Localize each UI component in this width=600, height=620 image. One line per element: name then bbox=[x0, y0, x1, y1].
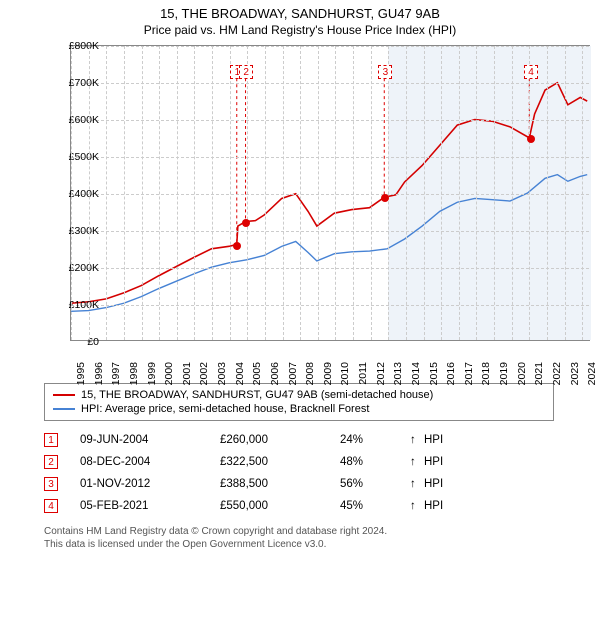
tx-badge: 1 bbox=[44, 433, 58, 447]
plot-region: £0£100K£200K£300K£400K£500K£600K£700K£80… bbox=[70, 45, 590, 341]
tx-pct: 56% bbox=[340, 478, 410, 490]
tx-hpi-label: HPI bbox=[424, 500, 443, 512]
tx-date: 08-DEC-2004 bbox=[80, 456, 220, 468]
x-axis-label: 2009 bbox=[322, 362, 334, 392]
x-axis-label: 2004 bbox=[234, 362, 246, 392]
table-row: 2 08-DEC-2004£322,50048%↑HPI bbox=[44, 451, 554, 473]
x-axis-label: 2011 bbox=[357, 362, 369, 392]
transaction-dot bbox=[381, 194, 389, 202]
x-axis-label: 2016 bbox=[445, 362, 457, 392]
x-axis-label: 2001 bbox=[181, 362, 193, 392]
x-axis-label: 1995 bbox=[75, 362, 87, 392]
x-axis-label: 2008 bbox=[304, 362, 316, 392]
footer-line: Contains HM Land Registry data © Crown c… bbox=[44, 525, 554, 538]
table-row: 1 09-JUN-2004£260,00024%↑HPI bbox=[44, 429, 554, 451]
series-line bbox=[71, 83, 587, 304]
tx-badge: 3 bbox=[44, 477, 58, 491]
tx-hpi-label: HPI bbox=[424, 478, 443, 490]
x-axis-label: 1996 bbox=[93, 362, 105, 392]
x-axis-label: 2018 bbox=[480, 362, 492, 392]
up-arrow-icon: ↑ bbox=[410, 478, 424, 490]
x-axis-label: 2024 bbox=[586, 362, 598, 392]
tx-price: £550,000 bbox=[220, 500, 340, 512]
x-axis-label: 2005 bbox=[251, 362, 263, 392]
transaction-dot bbox=[242, 219, 250, 227]
tx-pct: 45% bbox=[340, 500, 410, 512]
transaction-marker: 2 bbox=[239, 65, 253, 79]
tx-hpi-label: HPI bbox=[424, 434, 443, 446]
x-axis-label: 2017 bbox=[463, 362, 475, 392]
tx-hpi-label: HPI bbox=[424, 456, 443, 468]
tx-date: 05-FEB-2021 bbox=[80, 500, 220, 512]
footer-attribution: Contains HM Land Registry data © Crown c… bbox=[44, 525, 554, 551]
tx-pct: 48% bbox=[340, 456, 410, 468]
x-axis-label: 2003 bbox=[216, 362, 228, 392]
legend-label: HPI: Average price, semi-detached house,… bbox=[81, 403, 369, 415]
tx-price: £388,500 bbox=[220, 478, 340, 490]
chart-subtitle: Price paid vs. HM Land Registry's House … bbox=[0, 21, 600, 41]
table-row: 3 01-NOV-2012£388,50056%↑HPI bbox=[44, 473, 554, 495]
x-axis-label: 2020 bbox=[516, 362, 528, 392]
up-arrow-icon: ↑ bbox=[410, 456, 424, 468]
x-axis-label: 2014 bbox=[410, 362, 422, 392]
series-line bbox=[71, 175, 587, 312]
transaction-table: 109-JUN-2004£260,00024%↑HPI208-DEC-2004£… bbox=[44, 429, 554, 517]
x-axis-label: 2023 bbox=[569, 362, 581, 392]
x-axis-label: 2012 bbox=[375, 362, 387, 392]
tx-badge: 2 bbox=[44, 455, 58, 469]
x-axis-label: 1997 bbox=[110, 362, 122, 392]
transaction-dot bbox=[527, 135, 535, 143]
x-axis-label: 2015 bbox=[428, 362, 440, 392]
tx-price: £260,000 bbox=[220, 434, 340, 446]
transaction-dot bbox=[233, 242, 241, 250]
tx-pct: 24% bbox=[340, 434, 410, 446]
footer-line: This data is licensed under the Open Gov… bbox=[44, 538, 554, 551]
chart-title: 15, THE BROADWAY, SANDHURST, GU47 9AB bbox=[0, 0, 600, 21]
x-axis-label: 1999 bbox=[146, 362, 158, 392]
x-axis-label: 2000 bbox=[163, 362, 175, 392]
x-axis-label: 2007 bbox=[287, 362, 299, 392]
x-axis-label: 2022 bbox=[551, 362, 563, 392]
up-arrow-icon: ↑ bbox=[410, 500, 424, 512]
tx-badge: 4 bbox=[44, 499, 58, 513]
tx-price: £322,500 bbox=[220, 456, 340, 468]
tx-date: 09-JUN-2004 bbox=[80, 434, 220, 446]
transaction-marker: 3 bbox=[378, 65, 392, 79]
x-axis-label: 2010 bbox=[339, 362, 351, 392]
table-row: 4 05-FEB-2021£550,00045%↑HPI bbox=[44, 495, 554, 517]
chart-area: £0£100K£200K£300K£400K£500K£600K£700K£80… bbox=[36, 45, 596, 375]
x-axis-label: 2002 bbox=[198, 362, 210, 392]
x-axis-label: 2006 bbox=[269, 362, 281, 392]
x-axis-label: 2013 bbox=[392, 362, 404, 392]
up-arrow-icon: ↑ bbox=[410, 434, 424, 446]
x-axis-label: 2021 bbox=[533, 362, 545, 392]
legend-item: HPI: Average price, semi-detached house,… bbox=[53, 402, 545, 416]
x-axis-label: 1998 bbox=[128, 362, 140, 392]
transaction-marker: 4 bbox=[524, 65, 538, 79]
x-axis-label: 2019 bbox=[498, 362, 510, 392]
tx-date: 01-NOV-2012 bbox=[80, 478, 220, 490]
